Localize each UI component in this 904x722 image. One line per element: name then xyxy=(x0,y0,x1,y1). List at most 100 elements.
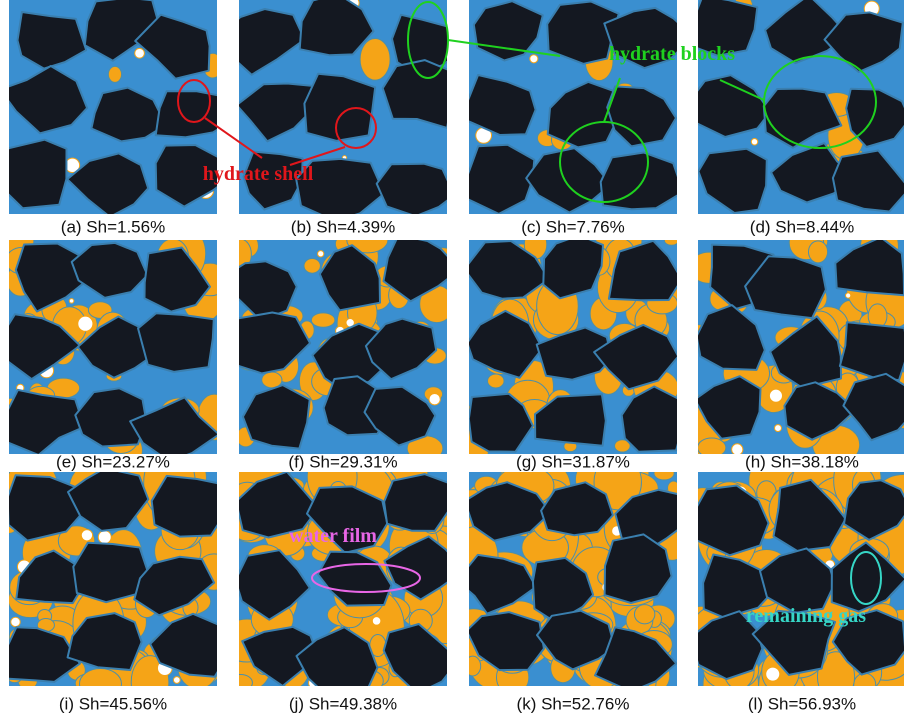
grain xyxy=(698,304,766,371)
grain xyxy=(469,553,537,615)
caption: (e) Sh=23.27% xyxy=(56,452,170,471)
micrograph-panel xyxy=(698,240,904,454)
annotation: hydrate blocks xyxy=(609,43,735,65)
grain xyxy=(66,152,150,214)
micrograph-panel xyxy=(9,0,217,214)
hydrate xyxy=(107,65,123,83)
gas-bubble xyxy=(80,529,94,542)
micrograph-panel xyxy=(698,472,904,686)
grain xyxy=(239,549,311,621)
caption: (h) Sh=38.18% xyxy=(745,452,859,471)
grain xyxy=(239,82,318,143)
caption: (l) Sh=56.93% xyxy=(748,694,856,713)
gas-bubble xyxy=(428,393,441,406)
grain xyxy=(9,388,86,454)
marker-ellipse xyxy=(850,551,882,605)
grain xyxy=(137,312,215,373)
hydrate xyxy=(487,373,505,389)
grain xyxy=(536,609,616,671)
micrograph-panel xyxy=(239,472,447,686)
hydrate xyxy=(663,240,677,246)
gas-bubble xyxy=(97,530,112,545)
grain xyxy=(242,150,304,211)
gas-bubble xyxy=(10,616,21,628)
grain xyxy=(540,481,614,537)
grain xyxy=(9,313,82,381)
grain xyxy=(546,80,619,149)
grain xyxy=(769,315,842,389)
annotation: water film xyxy=(289,525,377,547)
micrograph-panel xyxy=(698,0,904,214)
annotation: hydrate shell xyxy=(203,163,314,185)
pointer-line xyxy=(719,79,765,101)
grain xyxy=(150,474,217,538)
grain xyxy=(303,72,377,142)
grain xyxy=(698,74,772,138)
grain xyxy=(9,474,85,542)
grain xyxy=(9,65,89,135)
gas-bubble xyxy=(750,138,759,146)
grain xyxy=(842,372,904,442)
grain xyxy=(383,535,447,601)
marker-ellipse xyxy=(311,563,421,593)
pointer-line xyxy=(289,146,346,166)
hydrate xyxy=(853,672,877,686)
grain xyxy=(363,385,437,447)
grain xyxy=(772,478,847,552)
hydrate xyxy=(469,655,482,677)
grain xyxy=(295,157,386,214)
grain xyxy=(603,6,677,70)
marker-ellipse xyxy=(177,79,211,123)
grain xyxy=(606,85,677,148)
grain xyxy=(599,151,677,211)
grain xyxy=(306,485,389,554)
caption: (f) Sh=29.31% xyxy=(288,452,397,471)
grain xyxy=(698,484,770,557)
gas-bubble xyxy=(774,424,782,433)
grain xyxy=(744,255,827,320)
grain xyxy=(239,472,320,539)
hydrate xyxy=(653,472,675,481)
hydrate xyxy=(698,437,727,454)
grain xyxy=(546,0,620,65)
grain xyxy=(620,385,677,453)
grain xyxy=(239,311,312,375)
grain xyxy=(149,612,217,678)
grain xyxy=(469,74,537,136)
caption: (k) Sh=52.76% xyxy=(517,694,630,713)
grain xyxy=(702,553,774,619)
grain xyxy=(469,240,550,300)
micrograph-panel xyxy=(469,0,677,214)
grain xyxy=(535,326,613,381)
grain xyxy=(15,549,86,605)
gas-bubble xyxy=(77,315,94,332)
grain xyxy=(239,260,298,322)
grain xyxy=(603,533,673,604)
grain xyxy=(154,90,217,139)
caption: (b) Sh=4.39% xyxy=(291,217,395,236)
micrograph-panel xyxy=(239,240,447,454)
grain xyxy=(593,323,677,391)
grain xyxy=(74,387,148,448)
annotation-layer: hydrate shell hydrate blocks water film … xyxy=(177,1,882,627)
grain xyxy=(783,381,857,441)
pointer-line xyxy=(204,117,263,159)
grain xyxy=(129,396,217,454)
grain xyxy=(469,309,544,379)
grain xyxy=(16,11,88,70)
gas-bubble xyxy=(768,388,783,403)
grain xyxy=(67,472,150,532)
caption: (c) Sh=7.76% xyxy=(521,217,624,236)
grain xyxy=(375,162,447,214)
grain xyxy=(607,240,677,302)
grain xyxy=(831,609,904,676)
caption: (i) Sh=45.56% xyxy=(59,694,167,713)
grain xyxy=(830,541,904,613)
grain xyxy=(382,240,447,303)
grain xyxy=(834,240,904,297)
grain xyxy=(469,481,552,542)
grain xyxy=(318,244,381,312)
hydrate xyxy=(633,604,656,625)
grain xyxy=(154,144,217,208)
